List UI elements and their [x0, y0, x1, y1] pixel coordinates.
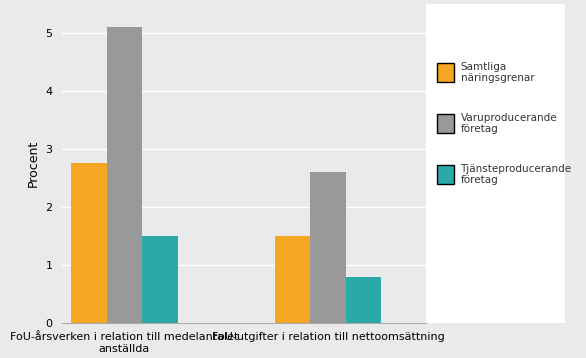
Bar: [71, 163, 107, 323]
FancyBboxPatch shape: [437, 63, 454, 82]
Text: Tjänsteproducerande
företag: Tjänsteproducerande företag: [461, 164, 572, 185]
FancyBboxPatch shape: [437, 114, 454, 133]
Bar: [107, 27, 142, 323]
Bar: [311, 172, 346, 323]
Bar: [142, 236, 178, 323]
Bar: [275, 236, 311, 323]
FancyBboxPatch shape: [437, 165, 454, 184]
Y-axis label: Procent: Procent: [27, 140, 40, 187]
Bar: [346, 277, 381, 323]
Text: Samtliga
näringsgrenar: Samtliga näringsgrenar: [461, 62, 534, 83]
Text: Varuproducerande
företag: Varuproducerande företag: [461, 113, 557, 134]
